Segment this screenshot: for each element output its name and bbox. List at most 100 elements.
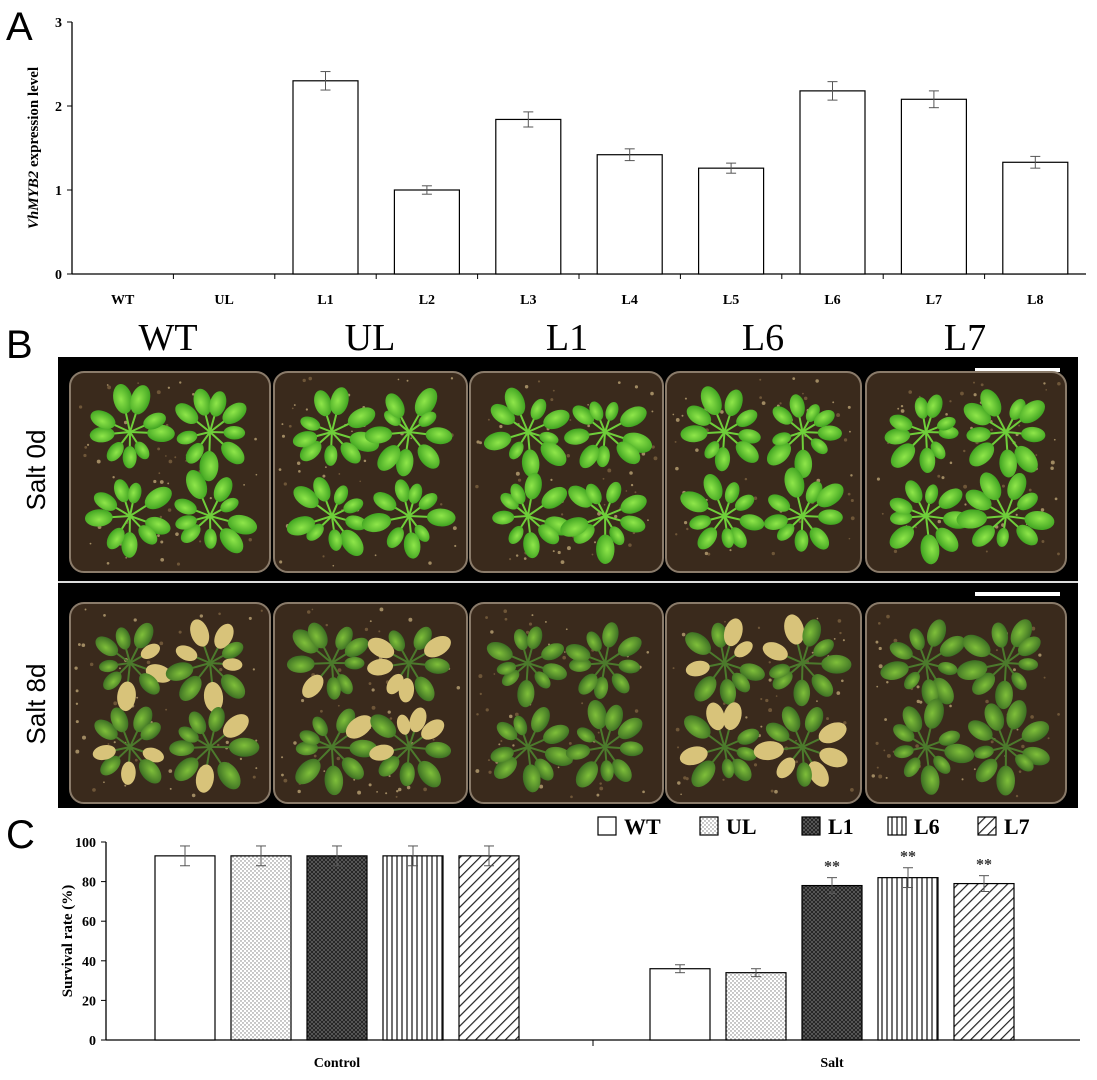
leaf-blade: [530, 398, 547, 420]
soil-speck: [157, 447, 161, 451]
leaf: [209, 425, 246, 440]
column-label: WT: [138, 317, 197, 359]
soil-speck: [125, 557, 127, 559]
leaf-blade: [524, 472, 542, 500]
soil-speck: [875, 741, 879, 745]
soil-speck: [322, 555, 325, 558]
leaf-blade: [925, 484, 939, 505]
plant-pot: [865, 371, 1067, 573]
y-tick-label: 80: [82, 876, 96, 891]
leaf-blade: [418, 493, 438, 510]
leaf: [753, 741, 803, 761]
leaf: [925, 515, 959, 552]
leaf-blade: [781, 706, 801, 732]
leaf-blade: [766, 442, 792, 466]
leaf: [569, 657, 606, 672]
soil-speck: [745, 716, 748, 719]
leaf: [377, 431, 410, 471]
soil-speck: [378, 630, 381, 633]
y-tick-label: 0: [55, 268, 62, 283]
leaf-blade: [734, 494, 755, 511]
leaf-blade: [1015, 754, 1034, 772]
y-tick-label: 100: [75, 836, 96, 851]
leaf: [889, 414, 927, 433]
leaf-blade: [903, 757, 921, 778]
soil-speck: [84, 446, 88, 449]
soil-speck: [722, 778, 725, 781]
soil-speck: [395, 795, 398, 798]
leaf-blade: [347, 407, 376, 429]
soil-speck: [388, 775, 391, 778]
soil-speck: [550, 478, 553, 481]
leaf: [378, 746, 410, 777]
leaf-blade: [772, 432, 792, 446]
soil-speck: [475, 769, 480, 773]
soil-speck: [893, 549, 898, 554]
leaf-blade: [818, 509, 843, 525]
soil-speck: [650, 391, 654, 396]
leaf-blade: [694, 676, 717, 702]
soil-speck: [175, 532, 179, 536]
soil-speck: [165, 708, 168, 711]
soil-speck: [288, 424, 292, 428]
soil-speck: [1021, 744, 1025, 749]
soil-speck: [479, 692, 482, 696]
leaf: [704, 431, 726, 459]
leaf: [106, 515, 131, 550]
leaf-blade: [179, 675, 202, 701]
soil-speck: [724, 620, 726, 623]
leaf: [331, 715, 373, 748]
leaf: [121, 515, 138, 558]
leaf: [527, 724, 570, 748]
soil-speck: [254, 437, 257, 441]
soil: [469, 602, 664, 804]
soil-speck: [169, 787, 172, 790]
leaf-blade: [902, 706, 923, 733]
leaf: [920, 746, 940, 795]
plant-photo-panel: WT UL L1 L6 L7 Salt 0d Salt 8d: [21, 317, 1078, 808]
leaf: [925, 484, 939, 517]
leaf-blade: [208, 707, 225, 732]
soil-speck: [675, 727, 680, 732]
leaf: [714, 431, 731, 472]
soil-speck: [146, 660, 151, 665]
leaf: [723, 409, 758, 433]
soil-speck: [949, 400, 952, 403]
leaf: [723, 494, 755, 517]
leaf: [115, 627, 131, 664]
soil-speck: [353, 778, 356, 781]
soil-speck: [291, 407, 294, 410]
leaf-blade: [706, 702, 725, 731]
leaf-blade: [395, 448, 414, 477]
soil-speck: [674, 440, 677, 443]
soil-speck: [1018, 770, 1022, 773]
soil-speck: [641, 452, 646, 456]
soil-speck: [514, 712, 519, 717]
leaf-blade: [560, 517, 589, 537]
leaf: [129, 515, 158, 545]
soil-speck: [850, 787, 854, 792]
leaf-blade: [719, 678, 737, 705]
leaf-blade: [957, 660, 988, 680]
soil-speck: [293, 741, 297, 745]
soil-speck: [134, 758, 138, 762]
leaf: [331, 431, 361, 464]
leaf: [517, 662, 535, 708]
soil-speck: [842, 639, 845, 642]
soil-speck: [406, 379, 409, 382]
soil-speck: [156, 390, 161, 395]
leaf-blade: [711, 622, 728, 648]
soil-speck: [1053, 438, 1056, 441]
soil-speck: [744, 477, 748, 481]
soil-speck: [297, 789, 301, 794]
leaf-blade: [765, 722, 790, 742]
leaf-blade: [565, 643, 591, 662]
leaf: [604, 481, 622, 517]
leaf-blade: [140, 643, 161, 659]
leaf: [604, 401, 619, 433]
soil-speck: [248, 616, 252, 620]
leaf: [565, 643, 606, 664]
leaf: [925, 635, 966, 664]
soil-speck: [278, 468, 282, 471]
leaf-blade: [340, 442, 361, 464]
